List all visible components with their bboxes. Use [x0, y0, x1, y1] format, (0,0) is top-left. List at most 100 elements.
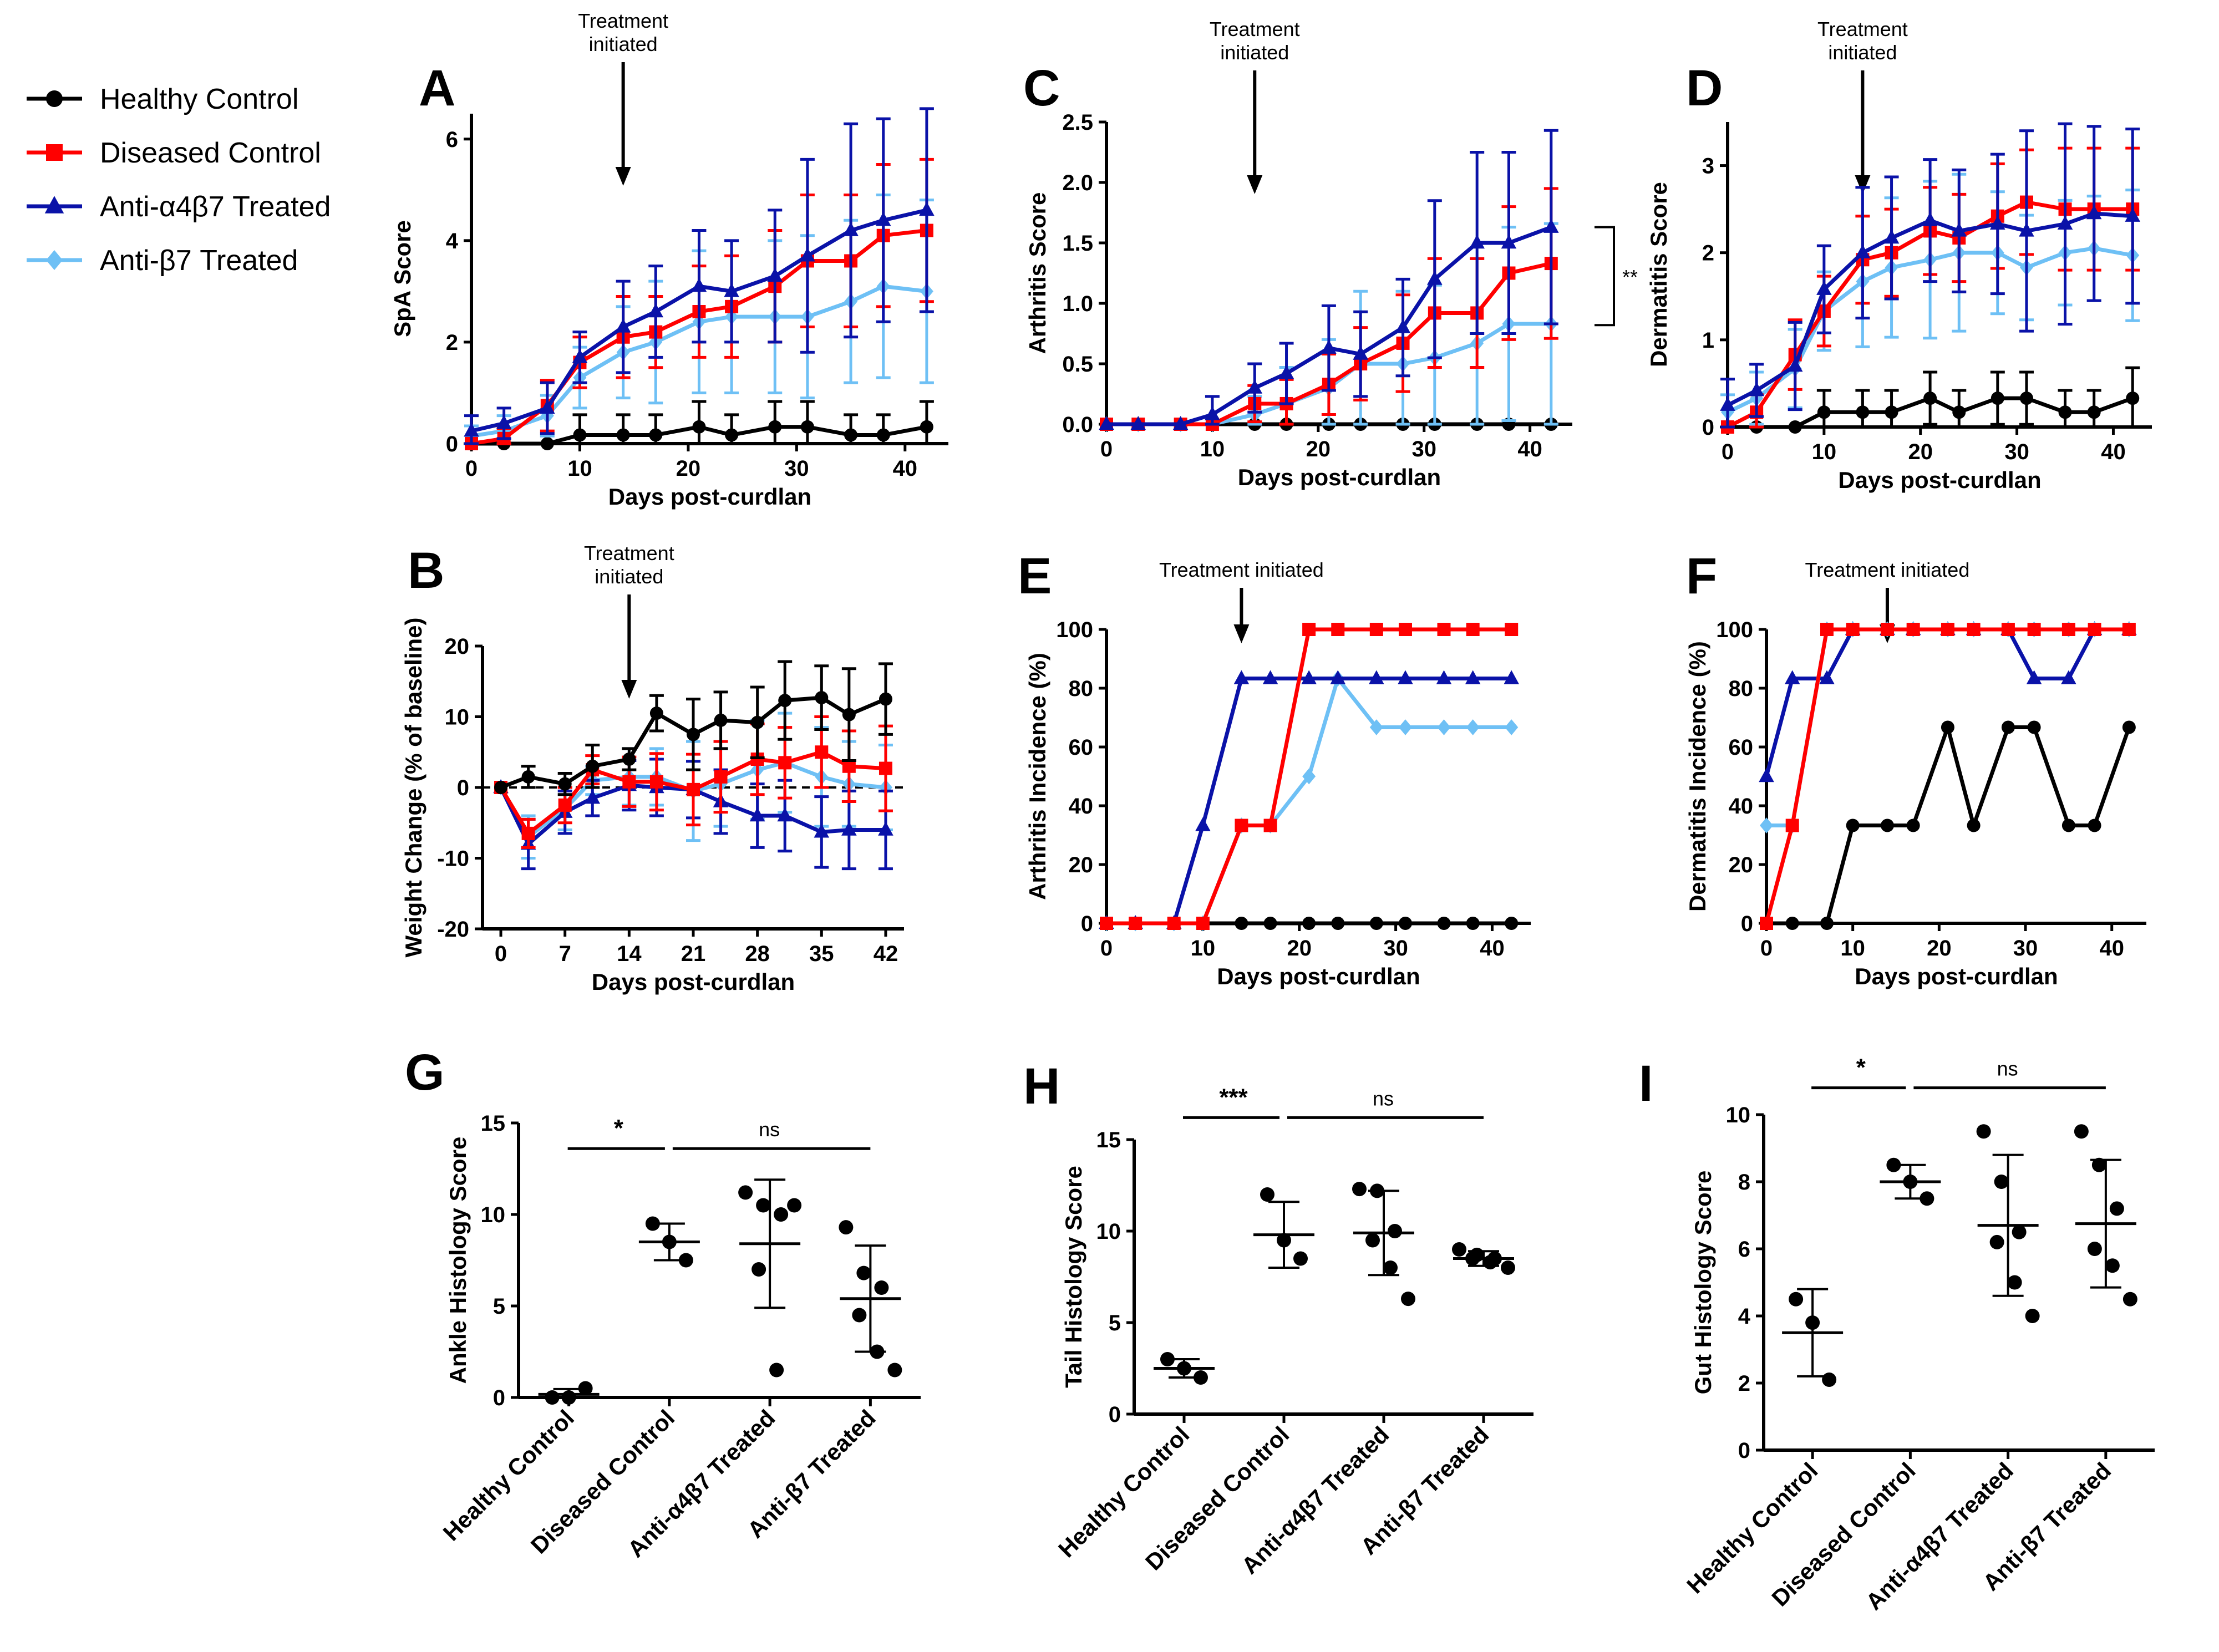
data-point [2109, 1201, 2124, 1216]
series-diseased [1100, 623, 1519, 930]
data-point [1129, 917, 1142, 930]
x-tick-label: 40 [893, 456, 918, 481]
data-point [1787, 358, 1803, 372]
x-tick-label: 21 [681, 942, 706, 966]
data-point [1906, 819, 1920, 832]
data-point [1302, 768, 1316, 785]
data-point [2091, 1157, 2106, 1172]
data-point [878, 821, 893, 836]
y-tick-label: 5 [1109, 1311, 1121, 1335]
data-point [1505, 623, 1519, 636]
data-point [616, 428, 630, 442]
data-point [1505, 719, 1519, 735]
data-point [1720, 397, 1735, 411]
data-point [724, 283, 739, 297]
panel-letter: B [408, 542, 444, 599]
data-point [1235, 819, 1248, 832]
annotation-arrow-head [621, 680, 637, 699]
data-point [749, 807, 765, 822]
y-axis-title: Gut Histology Score [1690, 1171, 1716, 1395]
data-point [2122, 720, 2136, 734]
data-point [1785, 917, 1799, 930]
data-point [1437, 917, 1451, 930]
data-point [1922, 212, 1938, 226]
group-diseased [1880, 1157, 1941, 1206]
significance-label: ns [1997, 1058, 2018, 1080]
data-point [1990, 215, 2005, 230]
data-point [1100, 917, 1113, 930]
y-tick-label: 4 [1738, 1304, 1751, 1329]
x-tick-label: 0 [495, 942, 507, 966]
x-tick-label: 20 [1287, 936, 1312, 960]
data-point [692, 420, 706, 434]
y-tick-label: 8 [1738, 1170, 1750, 1194]
data-point [2061, 623, 2075, 636]
data-point [714, 713, 728, 727]
data-point [687, 728, 700, 741]
y-tick-label: 2.5 [1062, 110, 1093, 135]
annotation-line: Treatment initiated [1159, 558, 1324, 581]
annotation-arrow-head [1247, 175, 1263, 194]
significance-label: ns [759, 1118, 780, 1141]
y-tick-label: 6 [446, 128, 458, 152]
annotation-arrow-head [615, 167, 631, 186]
data-point [919, 201, 935, 216]
data-point [774, 1207, 789, 1222]
significance-label: ns [1373, 1087, 1394, 1110]
data-point [691, 278, 707, 292]
data-point [1846, 623, 1860, 636]
data-point [1278, 365, 1294, 379]
data-point [1991, 392, 2004, 405]
y-tick-label: 6 [1738, 1237, 1750, 1262]
data-point [778, 694, 792, 708]
series-line [1764, 627, 2129, 924]
data-point [1388, 1224, 1402, 1238]
y-tick-label: 3 [1702, 154, 1714, 179]
significance-label: *** [1219, 1084, 1248, 1111]
x-tick-label: 40 [1480, 936, 1505, 960]
y-tick-label: 2 [1738, 1371, 1750, 1396]
data-point [572, 349, 588, 363]
x-tick-label: 10 [567, 456, 592, 481]
legend: Healthy Control Diseased Control Anti-α4β7… [27, 83, 331, 277]
data-point [1785, 819, 1799, 832]
data-point [1353, 345, 1368, 360]
data-point [1816, 281, 1832, 295]
data-point [2061, 670, 2076, 684]
data-point [1235, 917, 1248, 930]
data-point [622, 753, 636, 766]
legend-marker-circle [46, 90, 63, 107]
x-axis-title: Days post-curdlan [1217, 963, 1420, 989]
data-point [649, 706, 663, 720]
data-point [1466, 917, 1480, 930]
x-tick-label: 0 [1100, 437, 1113, 461]
data-point [585, 790, 601, 804]
data-point [1099, 416, 1114, 430]
group-healthy [1782, 1288, 1844, 1387]
data-point [1301, 670, 1317, 684]
data-point [815, 745, 829, 759]
y-tick-label: 20 [1069, 853, 1094, 877]
data-point [714, 770, 728, 784]
y-tick-label: 1.0 [1062, 292, 1093, 316]
data-point [876, 428, 890, 442]
data-point [521, 770, 535, 784]
annotation-text: Treatment initiated [1210, 18, 1300, 64]
data-point [887, 1363, 902, 1377]
y-axis-title: Weight Change (% of baseline) [400, 618, 426, 958]
significance-bracket [1595, 226, 1615, 327]
data-point [1369, 917, 1383, 930]
data-point [1302, 917, 1316, 930]
data-point [1466, 719, 1480, 735]
data-point [879, 761, 892, 775]
group-healthy [1154, 1352, 1215, 1385]
legend-marker-triangle [44, 196, 64, 214]
y-tick-label: 40 [1069, 794, 1094, 819]
data-point [756, 1198, 771, 1213]
annotation-line: initiated [1220, 41, 1289, 64]
data-point [879, 692, 892, 706]
data-point [2019, 222, 2034, 237]
data-point [1967, 819, 1981, 832]
y-tick-label: 0 [1081, 912, 1093, 936]
